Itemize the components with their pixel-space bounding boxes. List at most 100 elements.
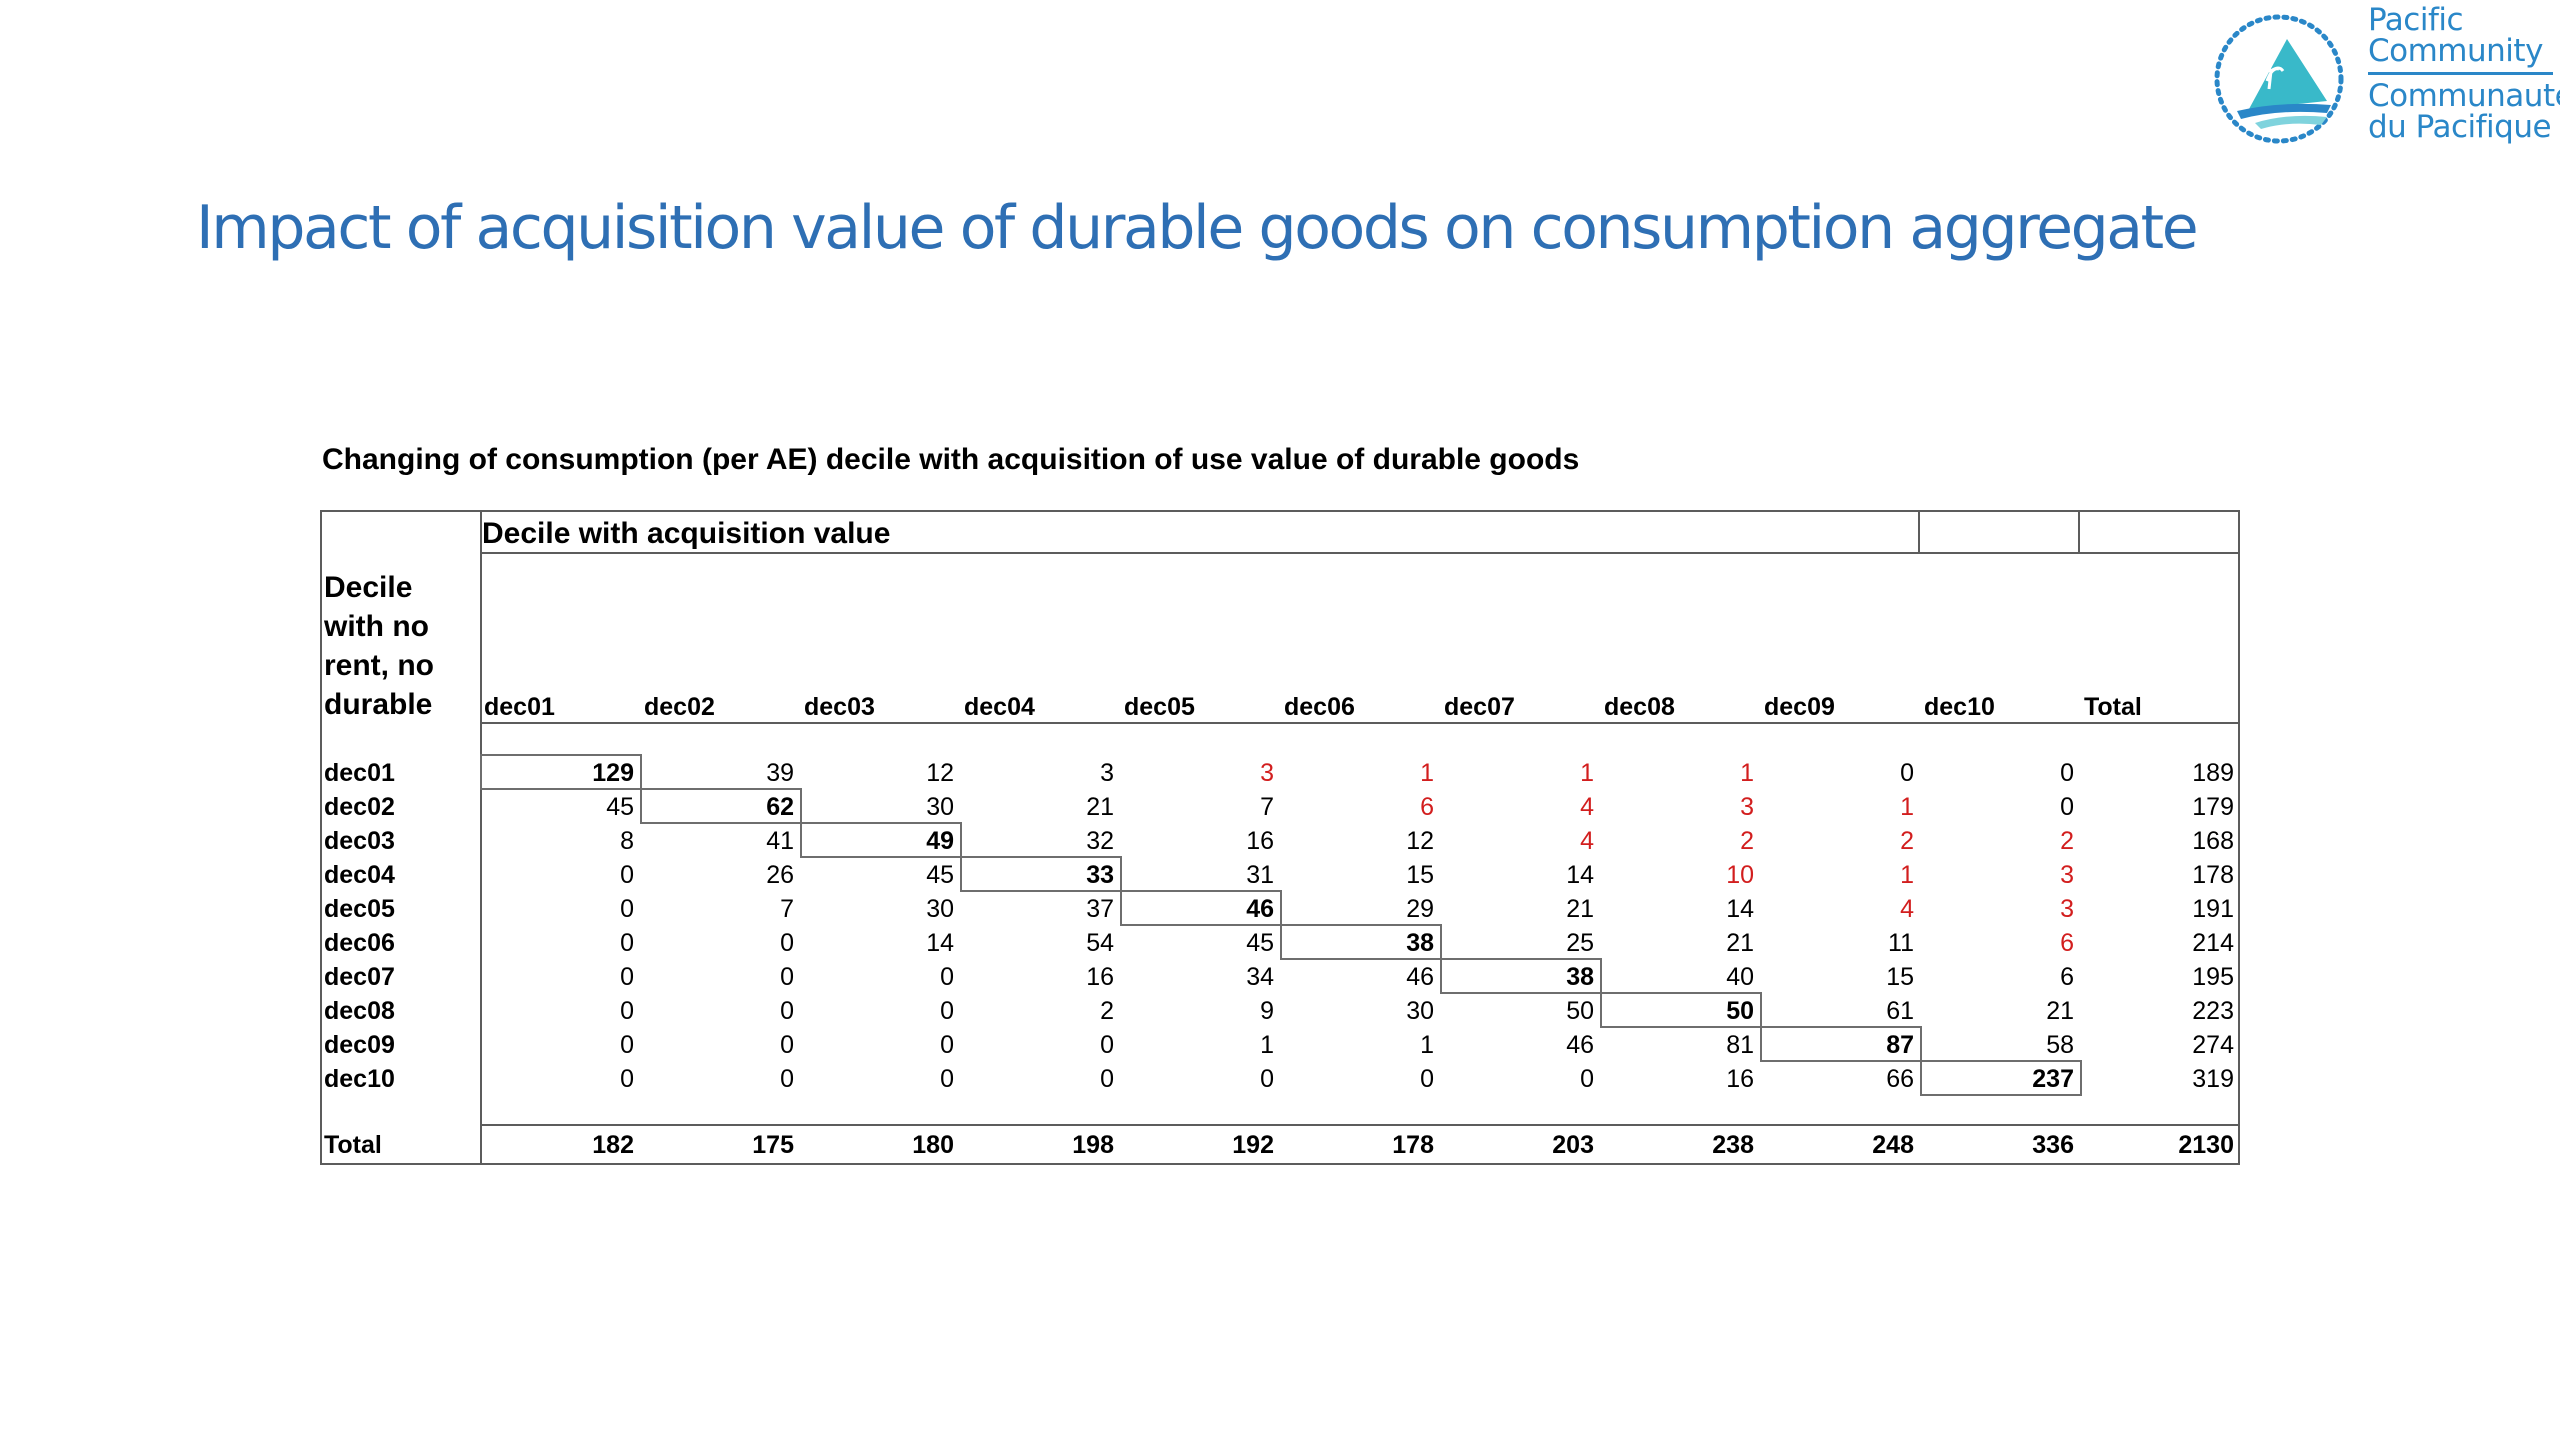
logo-emblem-icon <box>2214 14 2344 144</box>
table-cell: 7 <box>780 895 794 923</box>
table-cell: 45 <box>926 861 954 889</box>
table-cell: 37 <box>1086 895 1114 923</box>
table-cell: 12 <box>926 759 954 787</box>
table-cell: 1 <box>1420 1031 1434 1059</box>
row-label: dec05 <box>324 895 395 923</box>
table-cell: 0 <box>620 1065 634 1093</box>
column-total-cell: 198 <box>1072 1131 1114 1159</box>
table-cell: 6 <box>2060 963 2074 991</box>
table-cell: 11 <box>1888 929 1914 957</box>
table-cell: 0 <box>1900 759 1914 787</box>
table-cell: 4 <box>1580 793 1594 821</box>
table-cell: 14 <box>1566 861 1594 889</box>
diagonal-cell-box <box>1440 958 1602 994</box>
row-total-cell: 178 <box>2192 861 2234 889</box>
table-cell: 66 <box>1886 1065 1914 1093</box>
row-label: dec07 <box>324 963 395 991</box>
table-cell: 45 <box>1246 929 1274 957</box>
table-cell: 3 <box>2060 895 2074 923</box>
table-cell: 10 <box>1726 861 1754 889</box>
table-cell: 6 <box>2060 929 2074 957</box>
diagonal-cell-box <box>800 822 962 858</box>
row-label: dec01 <box>324 759 395 787</box>
table-cell: 61 <box>1886 997 1914 1025</box>
table-cell: 87 <box>1886 1031 1914 1059</box>
table-cell: 16 <box>1246 827 1274 855</box>
table-cell: 38 <box>1566 963 1594 991</box>
logo-divider <box>2368 72 2553 75</box>
column-total-cell: 248 <box>1872 1131 1914 1159</box>
table-cell: 21 <box>1726 929 1754 957</box>
table-cell: 0 <box>620 929 634 957</box>
table-cell: 30 <box>926 793 954 821</box>
total-row-label: Total <box>324 1131 382 1159</box>
table-cell: 237 <box>2032 1065 2074 1093</box>
diagonal-cell-box <box>480 754 642 790</box>
table-cell: 2 <box>1900 827 1914 855</box>
row-label: dec08 <box>324 997 395 1025</box>
group-header-rule <box>480 552 2238 554</box>
table-cell: 0 <box>940 1065 954 1093</box>
table-cell: 3 <box>1260 759 1274 787</box>
table-cell: 4 <box>1580 827 1594 855</box>
row-total-cell: 319 <box>2192 1065 2234 1093</box>
table-cell: 6 <box>1420 793 1434 821</box>
table-cell: 0 <box>620 1031 634 1059</box>
row-total-cell: 223 <box>2192 997 2234 1025</box>
table-cell: 7 <box>1260 793 1274 821</box>
table-cell: 9 <box>1260 997 1274 1025</box>
table-caption: Changing of consumption (per AE) decile … <box>322 443 1580 476</box>
table-cell: 14 <box>1726 895 1754 923</box>
row-total-cell: 214 <box>2192 929 2234 957</box>
table-cell: 21 <box>1086 793 1114 821</box>
table-cell: 39 <box>766 759 794 787</box>
table-cell: 0 <box>780 997 794 1025</box>
logo-line-4: du Pacifique <box>2368 109 2552 145</box>
column-header: dec07 <box>1444 693 1515 721</box>
diagonal-cell-box <box>1120 890 1282 926</box>
column-header: dec06 <box>1284 693 1355 721</box>
table-cell: 0 <box>780 1031 794 1059</box>
row-label-divider <box>480 512 482 1163</box>
table-cell: 34 <box>1246 963 1274 991</box>
diagonal-cell-box <box>1920 1060 2082 1096</box>
diagonal-cell-box <box>1280 924 1442 960</box>
column-header-rule <box>480 722 2238 724</box>
table-cell: 2 <box>1740 827 1754 855</box>
table-cell: 0 <box>2060 759 2074 787</box>
table-cell: 0 <box>1100 1065 1114 1093</box>
table-cell: 1 <box>1900 793 1914 821</box>
row-total-cell: 274 <box>2192 1031 2234 1059</box>
table-cell: 21 <box>1566 895 1594 923</box>
table-cell: 0 <box>1580 1065 1594 1093</box>
row-total-cell: 191 <box>2192 895 2234 923</box>
table-cell: 0 <box>940 997 954 1025</box>
table-cell: 62 <box>766 793 794 821</box>
table-cell: 30 <box>926 895 954 923</box>
table-cell: 33 <box>1086 861 1114 889</box>
table-cell: 0 <box>940 963 954 991</box>
table-cell: 0 <box>620 997 634 1025</box>
table-cell: 1 <box>1420 759 1434 787</box>
table-cell: 0 <box>780 929 794 957</box>
column-total-cell: 203 <box>1552 1131 1594 1159</box>
table-cell: 21 <box>2046 997 2074 1025</box>
table-cell: 50 <box>1566 997 1594 1025</box>
column-total-cell: 178 <box>1392 1131 1434 1159</box>
header-box-divider <box>1918 512 1920 552</box>
column-header: dec05 <box>1124 693 1195 721</box>
table-cell: 3 <box>2060 861 2074 889</box>
table-cell: 2 <box>2060 827 2074 855</box>
column-header: dec02 <box>644 693 715 721</box>
table-cell: 2 <box>1100 997 1114 1025</box>
table-cell: 0 <box>620 963 634 991</box>
pacific-community-logo: Pacific Community Communauté du Pacifiqu… <box>2205 5 2560 155</box>
row-header: Decile with no rent, no durable <box>324 571 434 721</box>
table-cell: 16 <box>1086 963 1114 991</box>
column-header: dec03 <box>804 693 875 721</box>
table-cell: 3 <box>1740 793 1754 821</box>
table-cell: 16 <box>1726 1065 1754 1093</box>
column-total-cell: 180 <box>912 1131 954 1159</box>
table-cell: 1 <box>1740 759 1754 787</box>
row-label: dec04 <box>324 861 395 889</box>
